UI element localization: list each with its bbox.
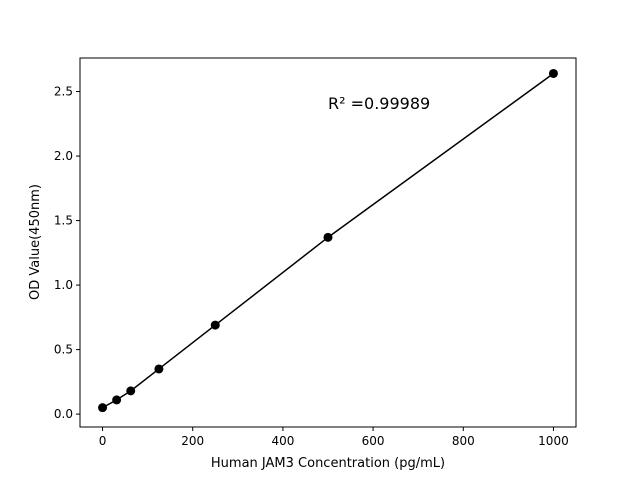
x-tick-label: 200 [181, 434, 204, 448]
x-axis-label: Human JAM3 Concentration (pg/mL) [211, 456, 445, 471]
plot-frame [79, 57, 577, 428]
y-tick-label: 0.0 [54, 407, 73, 421]
x-tick-label: 600 [362, 434, 385, 448]
data-point [323, 232, 333, 242]
y-tick-label: 1.5 [54, 214, 73, 228]
x-tick-label: 800 [452, 434, 475, 448]
x-tick-label: 1000 [538, 434, 569, 448]
data-point [112, 395, 122, 405]
y-tick-label: 2.5 [54, 85, 73, 99]
data-point [210, 320, 220, 330]
x-tick-label: 400 [271, 434, 294, 448]
data-point [548, 68, 558, 78]
y-tick-label: 0.5 [54, 343, 73, 357]
data-point [98, 403, 108, 413]
y-axis-label: OD Value(450nm) [28, 184, 43, 300]
x-tick-label: 0 [99, 434, 107, 448]
y-tick-label: 1.0 [54, 278, 73, 292]
x-axis: 0 200 400 600 800 1000 [99, 427, 569, 448]
series [98, 68, 558, 413]
y-axis: 0.0 0.5 1.0 1.5 2.0 2.5 [54, 85, 80, 421]
y-tick-label: 2.0 [54, 149, 73, 163]
data-point [126, 386, 136, 396]
data-point [154, 364, 164, 374]
r-squared-annotation: R² =0.99989 [328, 94, 430, 113]
